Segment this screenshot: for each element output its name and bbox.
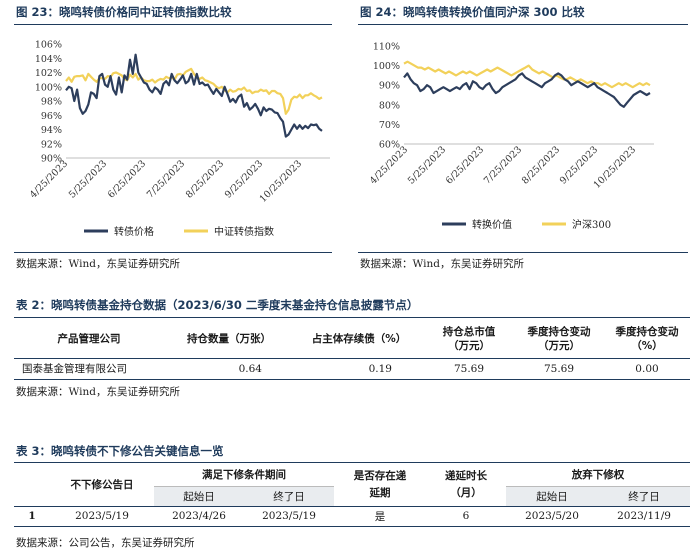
table-row: 国泰基金管理有限公司 0.64 0.19 75.69 75.69 0.00 [14,358,690,379]
deferral-header: 是否存在递 延期 [353,469,407,499]
period-header: 满足下修条件期间 [154,464,334,487]
table-2-title: 表 2：晓鸣转债基金持仓数据（2023/6/30 二季度末基金持仓信息披露节点） [16,298,419,312]
x-tick-label: 4/25/2023 [28,158,70,200]
chart-23: 90% 92% 94% 96% 98% 100% 102% 104% 106% 4/25/2023… [28,40,330,238]
y-tick-label: 94% [41,125,62,136]
x-tick-label: 8/25/2023 [520,144,562,186]
y-tick-label: 102% [35,68,62,79]
table-2-header: 持仓总市值 （万元） [442,325,496,352]
figure-23-source: 数据来源：Wind，东吴证券研究所 [16,258,180,270]
table-cell: 2023/5/20 [525,510,579,522]
y-tick-label: 104% [35,54,62,65]
table-cell: 是 [374,510,386,523]
table-cell: 0.19 [368,362,392,375]
x-tick-label: 7/25/2023 [145,158,187,200]
y-tick-label: 92% [41,139,62,150]
y-tick-label: 60% [379,140,400,151]
y-tick-label: 80% [379,100,400,111]
table-cell: 6 [462,510,470,522]
series-line-1 [65,53,323,138]
table-2-header: 持仓数量（万张） [187,332,271,345]
figure-23-bottom-rule [14,252,332,253]
x-tick-label: 9/25/2023 [223,158,265,200]
figure-24-rule [358,24,688,25]
table-3: 不下修公告日 满足下修条件期间 是否存在递 延期 递延时长 （月） 放弃下修权 起始… [14,464,690,527]
period-start-header: 起始日 [154,486,244,506]
table-cell: 2023/11/9 [617,510,671,522]
table-2-header: 产品管理公司 [57,332,121,345]
table-cell: 75.69 [453,362,485,375]
figure-23-title: 图 23：晓鸣转债价格同中证转债指数比较 [16,5,232,19]
table-cell: 0.64 [238,362,262,375]
y-tick-label: 96% [41,111,62,122]
legend-label: 沪深300 [572,218,611,231]
table-2-top-rule [14,317,690,318]
x-tick-label: 7/25/2023 [482,144,524,186]
table-2-header: 占主体存续债（%） [311,332,407,345]
table-row: 1 2023/5/19 2023/4/26 2023/5/19 是 6 2023… [14,506,690,526]
waive-header: 放弃下修权 [506,464,690,487]
y-tick-label: 98% [41,97,62,108]
table-3-title: 表 3：晓鸣转债不下修公告关键信息一览 [16,444,224,458]
x-tick-label: 6/25/2023 [444,144,486,186]
table-cell: 1 [28,510,36,522]
y-tick-label: 110% [373,42,400,53]
y-tick-label: 90% [41,154,62,165]
series-line-2 [403,60,651,89]
delay-header: 递延时长 （月） [445,469,487,499]
figure-24-bottom-rule [358,252,688,253]
y-tick-label: 100% [35,82,62,93]
table-3-top-rule [14,462,690,463]
table-cell: 2023/5/19 [75,510,129,522]
legend-label: 转换价值 [472,218,512,231]
chart-24: 60% 70% 80% 90% 100% 110% 4/25/20235/25/20236/… [368,42,654,231]
legend-label: 中证转债指数 [214,225,274,238]
table-3-source: 数据来源：公司公告，东吴证券研究所 [16,537,195,549]
period-end-header: 终了日 [244,486,334,506]
x-tick-label: 5/25/2023 [406,144,448,186]
legend-label: 转债价格 [114,225,154,238]
table-cell: 0.00 [635,362,659,375]
waive-start-header: 起始日 [506,486,598,506]
y-tick-label: 70% [379,120,400,131]
table-2-header: 季度持仓变动 （万元） [527,325,591,352]
series-line-2 [65,67,323,115]
x-tick-label: 10/25/2023 [258,158,305,205]
table-cell: 2023/5/19 [262,510,316,522]
figure-24-title: 图 24：晓鸣转债转换价值同沪深 300 比较 [360,5,585,19]
table-2-header: 季度持仓变动 （%） [615,325,679,352]
waive-end-header: 终了日 [598,486,690,506]
table-cell: 75.69 [543,362,575,375]
figure-24-source: 数据来源：Wind，东吴证券研究所 [360,258,524,270]
x-tick-label: 5/25/2023 [67,158,109,200]
x-tick-label: 6/25/2023 [106,158,148,200]
announce-date-header: 不下修公告日 [70,479,134,492]
table-cell: 国泰基金管理有限公司 [22,363,127,375]
y-tick-label: 90% [379,81,400,92]
series-line-1 [403,72,651,108]
x-tick-label: 4/25/2023 [368,144,410,186]
y-tick-label: 100% [373,61,400,72]
y-tick-label: 106% [35,40,62,51]
table-2-source: 数据来源：Wind，东吴证券研究所 [16,386,180,398]
table-cell: 2023/4/26 [172,510,226,522]
figure-23-rule [14,24,332,25]
x-tick-label: 8/25/2023 [184,158,226,200]
table-2: 产品管理公司 持仓数量（万张） 占主体存续债（%） 持仓总市值 （万元） 季度持仓… [14,320,690,380]
